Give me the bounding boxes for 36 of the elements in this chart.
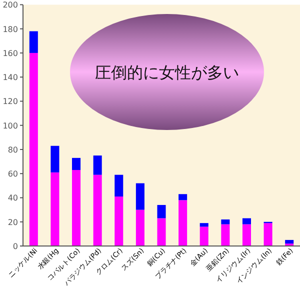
bar [242,218,251,224]
bar [264,223,272,246]
bar [29,31,38,53]
bar [221,224,230,246]
bar [93,174,102,246]
bar [114,174,124,197]
bar [178,194,188,200]
bar [50,146,60,172]
y-tick-label: 180 [2,24,18,34]
bar [157,204,166,218]
y-tick-label: 200 [2,0,18,10]
bar [136,210,144,246]
y-tick-label: 60 [8,170,18,179]
y-tick-label: 160 [2,48,18,58]
bar [178,200,188,246]
y-tick-label: 80 [8,145,18,154]
bar [200,223,208,227]
bar [285,240,294,244]
y-tick-label: 0 [12,242,18,251]
y-tick-label: 20 [8,218,18,227]
bar [29,52,38,246]
y-tick-label: 40 [8,194,18,203]
bar [136,183,144,210]
annotation: 圧倒的に女性が多い [95,63,239,82]
bar [242,224,251,246]
bar [93,156,102,175]
bar [72,158,81,170]
bar [50,172,60,246]
bar [200,226,208,246]
bar [221,219,230,224]
y-tick-label: 100 [2,121,18,130]
bar [157,218,166,246]
bar [114,196,124,246]
bar [72,170,81,246]
y-tick-label: 120 [2,97,18,106]
y-tick-label: 140 [2,73,18,82]
